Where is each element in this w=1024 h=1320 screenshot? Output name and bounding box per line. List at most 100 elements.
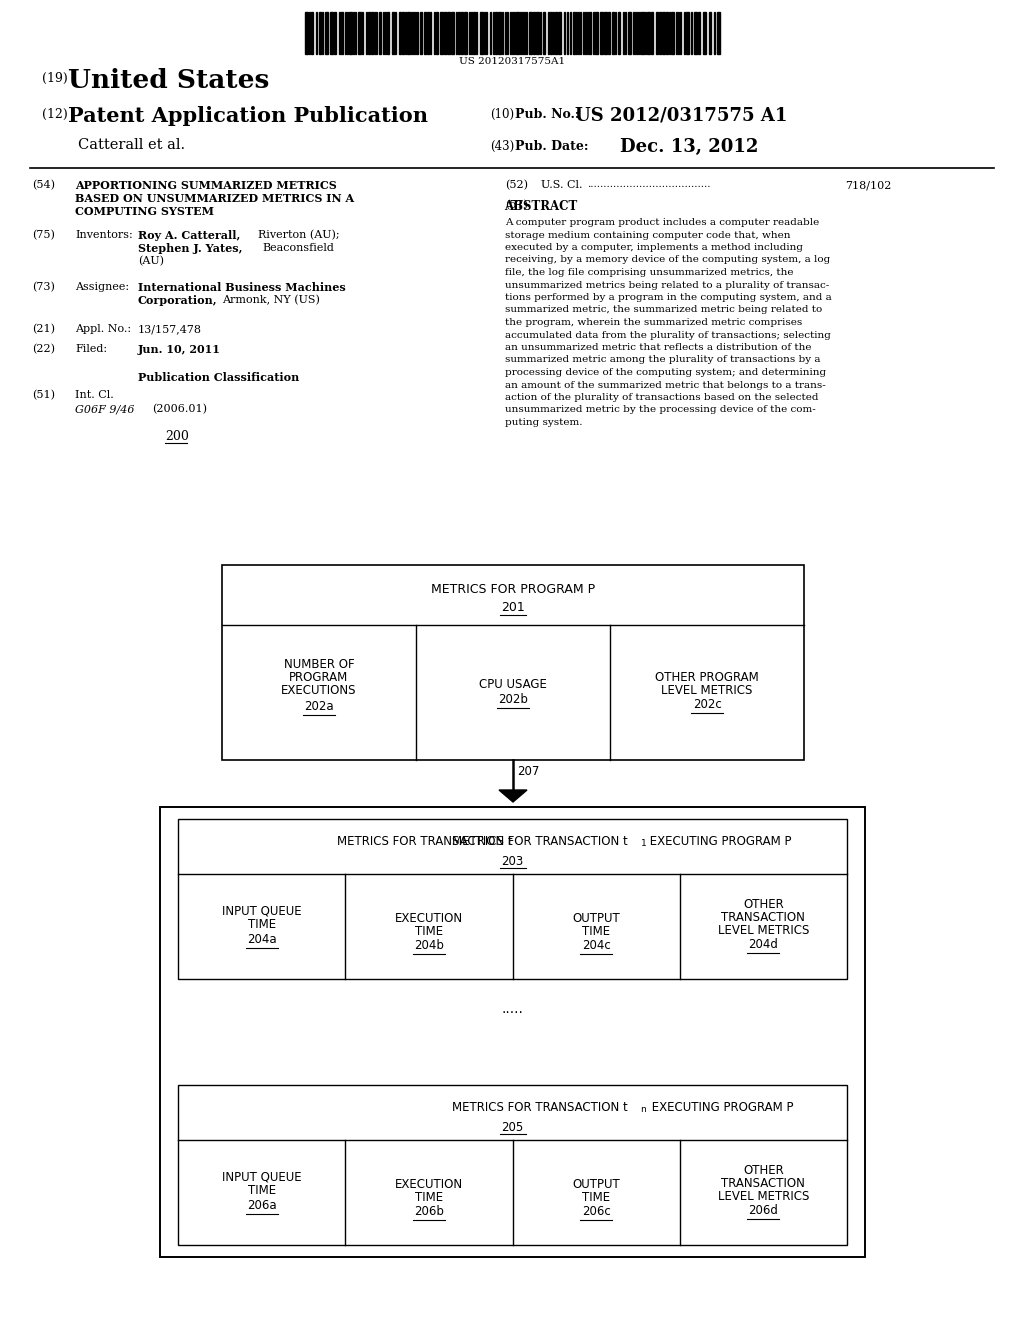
Bar <box>495 12 497 54</box>
Bar <box>498 12 501 54</box>
Bar <box>608 12 610 54</box>
Bar <box>311 12 313 54</box>
Text: storage medium containing computer code that, when: storage medium containing computer code … <box>505 231 791 239</box>
Text: LEVEL METRICS: LEVEL METRICS <box>662 684 753 697</box>
Text: Catterall et al.: Catterall et al. <box>78 139 185 152</box>
Text: International Business Machines: International Business Machines <box>138 282 346 293</box>
Bar <box>686 12 689 54</box>
Bar <box>349 12 352 54</box>
Bar <box>387 12 389 54</box>
Text: 203: 203 <box>502 855 523 869</box>
Text: (43): (43) <box>490 140 514 153</box>
Text: Riverton (AU);: Riverton (AU); <box>258 230 340 240</box>
Text: TIME: TIME <box>248 1184 275 1197</box>
Text: TIME: TIME <box>415 925 443 939</box>
Text: OTHER: OTHER <box>743 898 783 911</box>
Text: TIME: TIME <box>582 1191 610 1204</box>
Text: G06F 9/46: G06F 9/46 <box>75 404 134 414</box>
Bar <box>399 12 401 54</box>
Bar <box>662 12 665 54</box>
Text: CPU USAGE: CPU USAGE <box>479 678 547 690</box>
Text: Stephen J. Yates,: Stephen J. Yates, <box>138 243 243 253</box>
Text: United States: United States <box>68 69 269 92</box>
Bar <box>392 12 394 54</box>
Text: .....: ..... <box>502 1002 523 1016</box>
Bar <box>573 12 575 54</box>
Text: Inventors:: Inventors: <box>75 230 133 240</box>
Bar <box>595 12 598 54</box>
Text: OTHER: OTHER <box>743 1164 783 1177</box>
Text: an amount of the summarized metric that belongs to a trans-: an amount of the summarized metric that … <box>505 380 825 389</box>
Bar <box>178 1085 847 1245</box>
Text: 202a: 202a <box>304 700 334 713</box>
Bar <box>558 12 561 54</box>
Bar <box>534 12 535 54</box>
Text: action of the plurality of transactions based on the selected: action of the plurality of transactions … <box>505 393 818 403</box>
Bar <box>420 12 422 54</box>
Bar <box>447 12 450 54</box>
Bar <box>612 12 614 54</box>
Bar <box>427 12 429 54</box>
Text: ......................................: ...................................... <box>587 180 711 189</box>
Text: 205: 205 <box>502 1121 523 1134</box>
Bar <box>407 12 410 54</box>
Bar <box>444 12 446 54</box>
Text: EXECUTING PROGRAM P: EXECUTING PROGRAM P <box>647 1101 793 1114</box>
Text: INPUT QUEUE: INPUT QUEUE <box>222 1171 301 1184</box>
Bar <box>330 12 333 54</box>
Bar <box>334 12 336 54</box>
Text: 200: 200 <box>165 430 188 444</box>
Text: summarized metric, the summarized metric being related to: summarized metric, the summarized metric… <box>505 305 822 314</box>
Text: NUMBER OF: NUMBER OF <box>284 657 354 671</box>
Text: Pub. Date:: Pub. Date: <box>515 140 589 153</box>
Text: an unsummarized metric that reflects a distribution of the: an unsummarized metric that reflects a d… <box>505 343 811 352</box>
Text: (19): (19) <box>42 73 68 84</box>
Bar <box>656 12 658 54</box>
Bar <box>402 12 404 54</box>
Text: unsummarized metric by the processing device of the com-: unsummarized metric by the processing de… <box>505 405 816 414</box>
Bar <box>178 818 847 979</box>
Bar <box>641 12 644 54</box>
Bar <box>305 12 308 54</box>
Text: METRICS FOR PROGRAM P: METRICS FOR PROGRAM P <box>431 583 595 597</box>
Text: 204d: 204d <box>749 939 778 950</box>
Text: EXECUTIONS: EXECUTIONS <box>282 684 356 697</box>
Bar <box>698 12 700 54</box>
Bar <box>222 565 804 760</box>
Text: Appl. No.:: Appl. No.: <box>75 323 131 334</box>
Text: 204a: 204a <box>247 933 276 946</box>
Text: accumulated data from the plurality of transactions; selecting: accumulated data from the plurality of t… <box>505 330 830 339</box>
Text: Assignee:: Assignee: <box>75 282 129 292</box>
Bar <box>717 12 720 54</box>
Text: EXECUTING PROGRAM P: EXECUTING PROGRAM P <box>646 836 792 847</box>
Text: tions performed by a program in the computing system, and a: tions performed by a program in the comp… <box>505 293 831 302</box>
Text: METRICS FOR TRANSACTION t: METRICS FOR TRANSACTION t <box>453 836 629 847</box>
Bar <box>325 12 328 54</box>
Text: processing device of the computing system; and determining: processing device of the computing syste… <box>505 368 826 378</box>
Text: 718/102: 718/102 <box>845 180 891 190</box>
Bar <box>555 12 557 54</box>
Text: unsummarized metrics being related to a plurality of transac-: unsummarized metrics being related to a … <box>505 281 829 289</box>
Text: (22): (22) <box>32 345 55 354</box>
Text: (75): (75) <box>32 230 55 240</box>
Text: APPORTIONING SUMMARIZED METRICS: APPORTIONING SUMMARIZED METRICS <box>75 180 337 191</box>
Bar <box>436 12 438 54</box>
Text: (12): (12) <box>42 108 68 121</box>
Text: (21): (21) <box>32 323 55 334</box>
Bar <box>461 12 463 54</box>
Text: Corporation,: Corporation, <box>138 294 218 306</box>
Text: Patent Application Publication: Patent Application Publication <box>68 106 428 125</box>
Text: summarized metric among the plurality of transactions by a: summarized metric among the plurality of… <box>505 355 820 364</box>
Text: A computer program product includes a computer readable: A computer program product includes a co… <box>505 218 819 227</box>
Bar <box>480 12 483 54</box>
Text: 206d: 206d <box>749 1204 778 1217</box>
Text: 204c: 204c <box>582 939 610 952</box>
Text: US 2012/0317575 A1: US 2012/0317575 A1 <box>575 106 787 124</box>
Text: TRANSACTION: TRANSACTION <box>722 911 805 924</box>
Text: the program, wherein the summarized metric comprises: the program, wherein the summarized metr… <box>505 318 802 327</box>
Text: OTHER PROGRAM: OTHER PROGRAM <box>655 671 759 684</box>
Bar <box>160 807 865 1257</box>
Bar <box>604 12 607 54</box>
Text: n: n <box>640 1105 646 1114</box>
Bar <box>536 12 539 54</box>
